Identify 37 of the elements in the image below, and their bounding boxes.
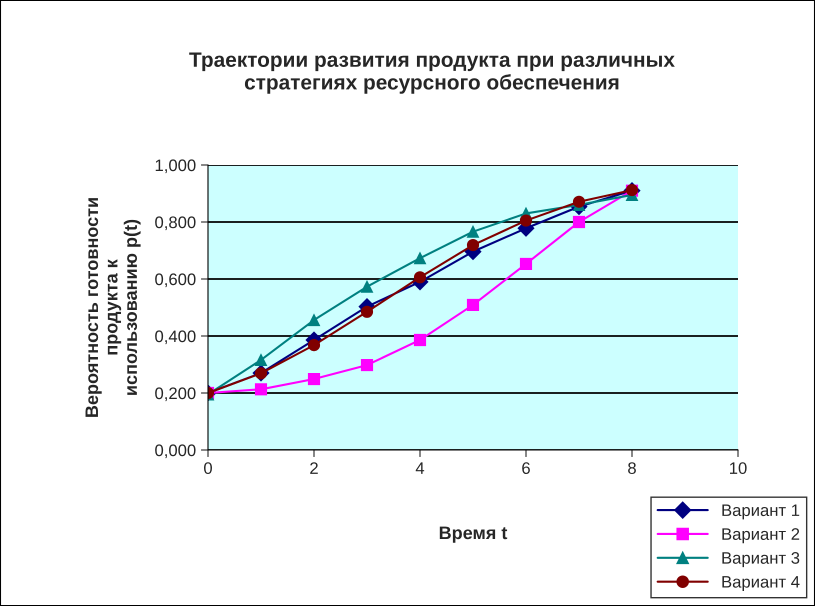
legend-label: Вариант 2 [722, 528, 800, 544]
point [308, 372, 320, 386]
point [254, 354, 268, 366]
x-tick-label: 4 [416, 462, 424, 474]
point [520, 214, 532, 227]
point [308, 339, 320, 352]
x-tick-label: 8 [628, 462, 636, 474]
y-tick-label: 0,400 [155, 330, 196, 344]
point [360, 306, 374, 318]
x-axis-title: Время t [440, 526, 508, 543]
point [520, 258, 532, 270]
point [360, 280, 374, 293]
point [360, 358, 374, 372]
x-tick-label: 10 [730, 462, 747, 474]
point [466, 226, 480, 238]
y-tick-label: 0,200 [155, 387, 196, 402]
point [572, 196, 586, 208]
legend-label: Вариант 1 [722, 504, 800, 520]
x-tick-label: 0 [204, 462, 212, 474]
legend-label: Вариант 4 [722, 576, 800, 591]
x-tick-label: 6 [522, 462, 530, 474]
y-axis-title: Вероятность готовности продукта к использованию p(t) [86, 198, 141, 417]
point [308, 314, 320, 326]
y-tick-label: 0,800 [155, 216, 196, 230]
x-tick-label: 2 [310, 462, 318, 474]
point [254, 383, 268, 396]
y-tick-label: 1,000 [156, 159, 196, 174]
chart-title: Траектории развития продукта при различных стратегиях ресурсного обеспечения [189, 52, 675, 94]
point [466, 239, 480, 252]
point [572, 216, 586, 228]
point [414, 334, 426, 346]
y-tick-label: 0,600 [155, 273, 196, 288]
point [414, 271, 426, 284]
legend-label: Вариант 3 [722, 552, 800, 568]
y-tick-label: 0,000 [155, 444, 196, 458]
point [414, 252, 426, 264]
point [466, 298, 480, 312]
